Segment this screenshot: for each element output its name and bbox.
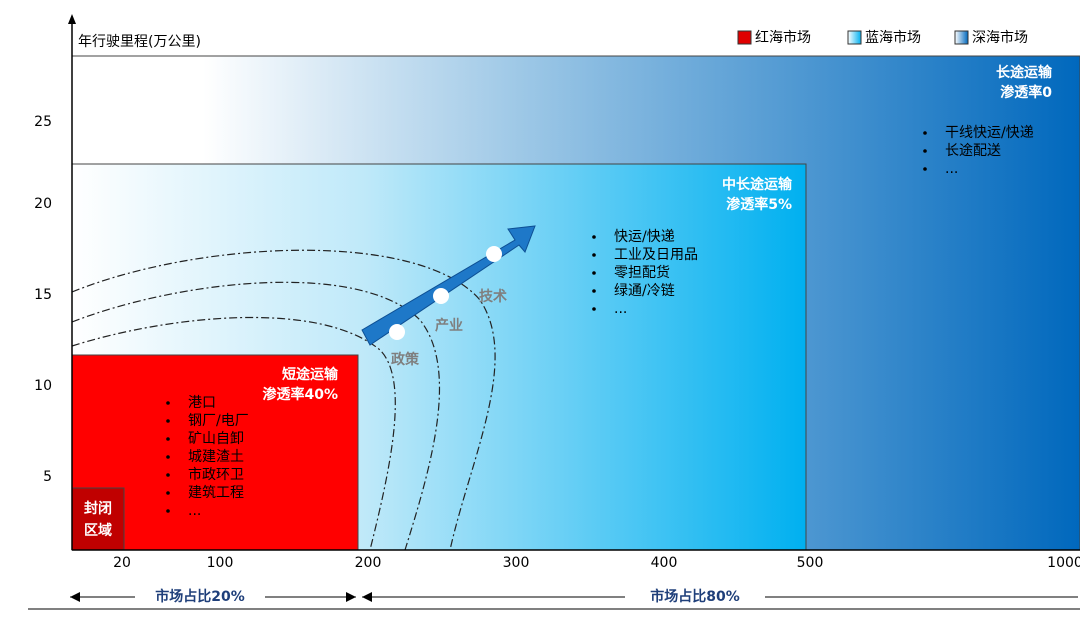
bullet <box>166 473 170 477</box>
legend-label: 红海市场 <box>755 29 811 46</box>
x-tick-label: 20 <box>113 555 131 571</box>
closed-area <box>71 487 125 551</box>
bullet <box>166 491 170 495</box>
bullet <box>592 307 596 311</box>
region-title: 中长途运输 <box>722 176 793 193</box>
region-penetration: 渗透率0 <box>1000 84 1052 101</box>
y-tick-label: 25 <box>34 114 52 130</box>
share-label: 市场占比80% <box>650 588 740 605</box>
legend-label: 深海市场 <box>972 29 1028 46</box>
x-tick-label: 300 <box>503 555 530 571</box>
legend-swatch <box>954 30 969 45</box>
region-item: 绿通/冷链 <box>614 283 675 299</box>
region-item: 快运/快递 <box>614 229 675 245</box>
y-tick-label: 5 <box>43 469 52 485</box>
share-arrows <box>28 596 1080 610</box>
region-item: ... <box>945 161 958 177</box>
closed-area-label: 封闭 <box>84 500 112 517</box>
driver-label: 产业 <box>435 317 463 334</box>
bullet <box>592 253 596 257</box>
bullet <box>592 271 596 275</box>
region-item: 市政环卫 <box>188 466 244 483</box>
y-tick-label: 15 <box>34 287 52 303</box>
bullet <box>166 401 170 405</box>
region-item: 工业及日用品 <box>614 247 698 263</box>
bullet <box>923 131 927 135</box>
region-title: 长途运输 <box>996 64 1053 81</box>
bullet <box>166 509 170 513</box>
region-item: 城建渣土 <box>188 449 244 465</box>
bullet <box>923 167 927 171</box>
region-item: 长途配送 <box>945 142 1001 159</box>
x-tick-label: 1000 <box>1047 555 1080 571</box>
y-tick-label: 20 <box>34 196 52 212</box>
x-tick-label: 100 <box>207 555 234 571</box>
y-axis-label: 年行驶里程(万公里) <box>78 34 201 50</box>
region-title: 短途运输 <box>282 366 339 383</box>
region-item: 钢厂/电厂 <box>188 413 249 429</box>
legend-swatch <box>737 30 752 45</box>
x-tick-label: 200 <box>355 555 382 571</box>
driver-label: 政策 <box>391 351 420 368</box>
region-item: ... <box>614 301 627 317</box>
region-item: 建筑工程 <box>188 485 244 501</box>
y-axis-arrow <box>68 14 76 24</box>
region-item: 零担配货 <box>614 264 670 281</box>
bullet <box>166 455 170 459</box>
legend-label: 蓝海市场 <box>865 29 921 46</box>
legend-swatch <box>847 30 862 45</box>
y-tick-label: 10 <box>34 378 52 394</box>
bullet <box>166 419 170 423</box>
region-item: 港口 <box>188 395 216 411</box>
region-penetration: 渗透率5% <box>726 196 792 213</box>
bullet <box>923 149 927 153</box>
arrow-dots <box>389 246 502 340</box>
bullet <box>592 235 596 239</box>
closed-area-label: 区域 <box>84 522 112 539</box>
region-item: ... <box>188 503 201 519</box>
driver-label: 技术 <box>479 288 507 305</box>
bullet <box>592 289 596 293</box>
region-penetration: 渗透率40% <box>262 386 338 403</box>
region-item: 矿山自卸 <box>188 431 244 447</box>
x-tick-label: 500 <box>797 555 824 571</box>
x-tick-label: 400 <box>651 555 678 571</box>
region-item: 干线快运/快递 <box>945 125 1034 141</box>
share-label: 市场占比20% <box>155 588 245 605</box>
bullet <box>166 437 170 441</box>
